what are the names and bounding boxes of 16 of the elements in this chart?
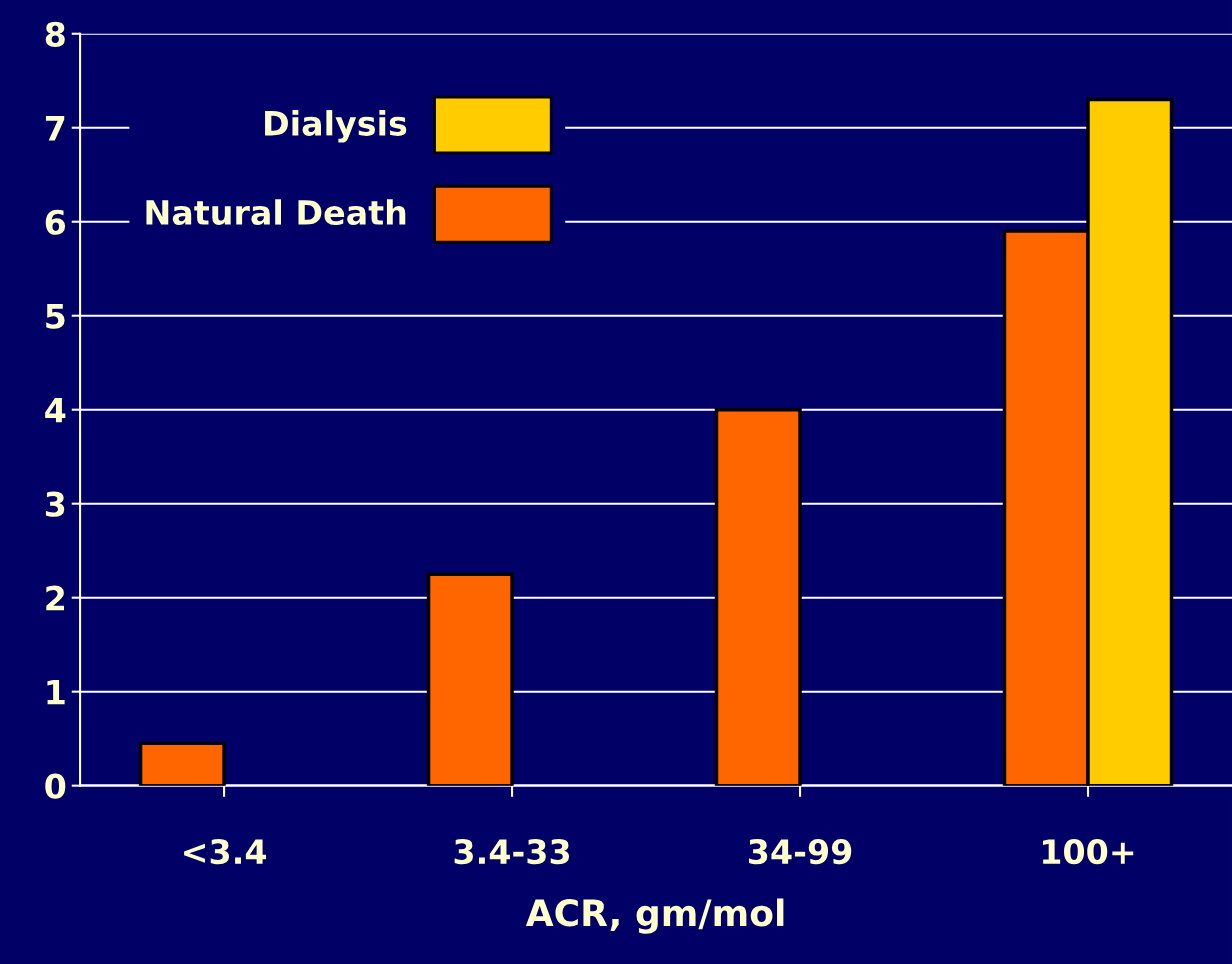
y-tick-label: 5 — [46, 304, 65, 329]
y-tick-label: 3 — [45, 491, 65, 517]
x-tick-label: <3.4 — [184, 839, 267, 865]
y-tick-label: 2 — [46, 585, 64, 611]
y-tick-label: 1 — [47, 680, 65, 705]
y-tick-label: 0 — [45, 773, 66, 799]
y-tick-label: 7 — [45, 116, 65, 141]
x-tick-label: 3.4-33 — [454, 839, 570, 865]
y-tick-label: 6 — [45, 209, 66, 235]
x-axis-title: ACR, gm/mol — [525, 898, 784, 934]
legend-label: Natural Death — [146, 199, 406, 226]
x-tick-label: 100+ — [1043, 839, 1134, 865]
legend-label: Dialysis — [265, 110, 407, 143]
x-tick-label: 34-99 — [748, 839, 852, 865]
y-tick-label: 4 — [45, 398, 66, 423]
y-tick-label: 8 — [45, 21, 65, 47]
